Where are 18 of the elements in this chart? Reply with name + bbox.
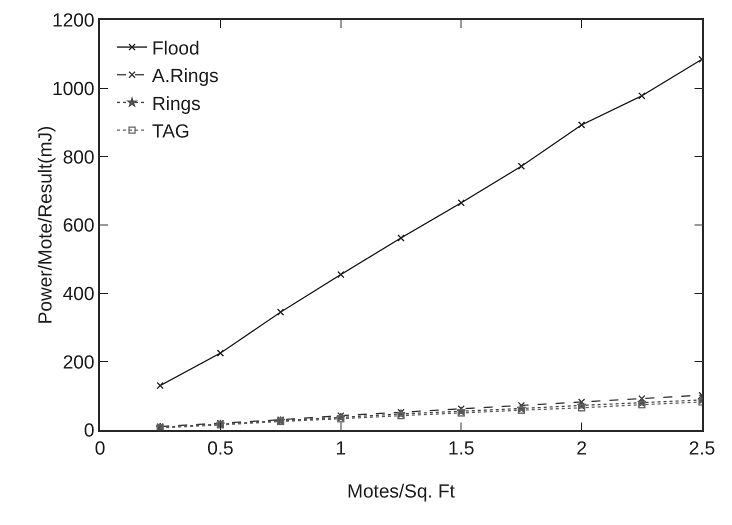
y-tick-label: 200 bbox=[62, 352, 94, 374]
x-axis-title: Motes/Sq. Ft bbox=[347, 482, 456, 502]
y-tick-label: 600 bbox=[62, 216, 94, 237]
y-tick-label: 1200 bbox=[52, 10, 94, 32]
legend-label: Rings bbox=[152, 94, 201, 115]
y-tick-label: 400 bbox=[62, 284, 94, 305]
x-tick-label: 0.5 bbox=[207, 438, 234, 460]
y-tick-label: 800 bbox=[62, 147, 94, 168]
y-tick-label: 0 bbox=[84, 420, 94, 442]
x-tick-label: 2 bbox=[576, 438, 587, 460]
y-tick-label: 1000 bbox=[52, 78, 94, 100]
legend-label: Flood bbox=[152, 38, 200, 60]
y-axis-title: Power/Mote/Result(mJ) bbox=[36, 126, 56, 324]
x-tick-label: 1.5 bbox=[448, 438, 474, 460]
x-tick-label: 2.5 bbox=[688, 438, 716, 460]
legend-label: A.Rings bbox=[152, 66, 219, 88]
x-tick-label: 1 bbox=[336, 438, 346, 460]
legend-label: TAG bbox=[152, 122, 190, 143]
